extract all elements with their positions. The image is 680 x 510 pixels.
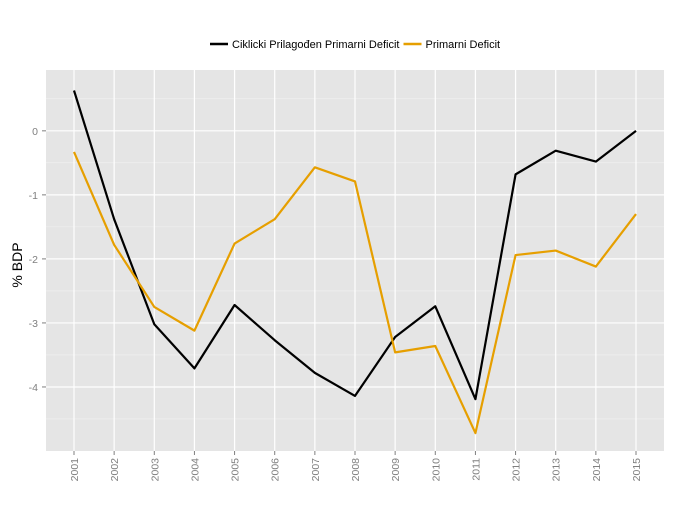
- y-tick-label: -3: [29, 318, 38, 330]
- x-tick-label: 2013: [551, 458, 563, 482]
- x-tick-label: 2008: [350, 458, 362, 482]
- x-tick-label: 2002: [109, 458, 121, 482]
- legend-item-2: Primarni Deficit: [403, 39, 501, 51]
- x-tick-label: 2005: [230, 458, 242, 482]
- legend-label-1: Ciklicki Prilagođen Primarni Deficit: [232, 39, 400, 51]
- series-line-2: [72, 151, 637, 435]
- y-tick-label: 0: [32, 126, 38, 138]
- x-tick-label: 2004: [189, 458, 201, 482]
- x-tick-label: 2009: [390, 458, 402, 482]
- y-tick-label: -1: [29, 190, 38, 202]
- series-line-1: [72, 90, 637, 401]
- x-tick-label: 2015: [631, 458, 643, 482]
- legend-label-2: Primarni Deficit: [426, 39, 501, 51]
- y-axis-title: % BDP: [9, 242, 25, 287]
- y-tick-label: -2: [29, 254, 38, 266]
- axes: 0 -1 -2 -3 -4 2001 2002 2003 2004 2005 2006 2007 200…: [29, 126, 643, 482]
- legend: Ciklicki Prilagođen Primarni Deficit Prim…: [210, 39, 500, 51]
- x-tick-label: 2011: [470, 458, 482, 481]
- x-tick-label: 2003: [149, 458, 161, 482]
- x-tick-label: 2001: [69, 458, 81, 482]
- y-tick-label: -4: [29, 382, 38, 394]
- series-lines: [72, 90, 637, 435]
- major-gridlines: [46, 70, 664, 451]
- x-tick-label: 2010: [430, 458, 442, 482]
- x-tick-label: 2007: [310, 458, 322, 482]
- x-tick-label: 2014: [591, 458, 603, 482]
- legend-item-1: Ciklicki Prilagođen Primarni Deficit: [210, 39, 400, 51]
- x-tick-label: 2006: [270, 458, 282, 482]
- x-tick-label: 2012: [511, 458, 523, 482]
